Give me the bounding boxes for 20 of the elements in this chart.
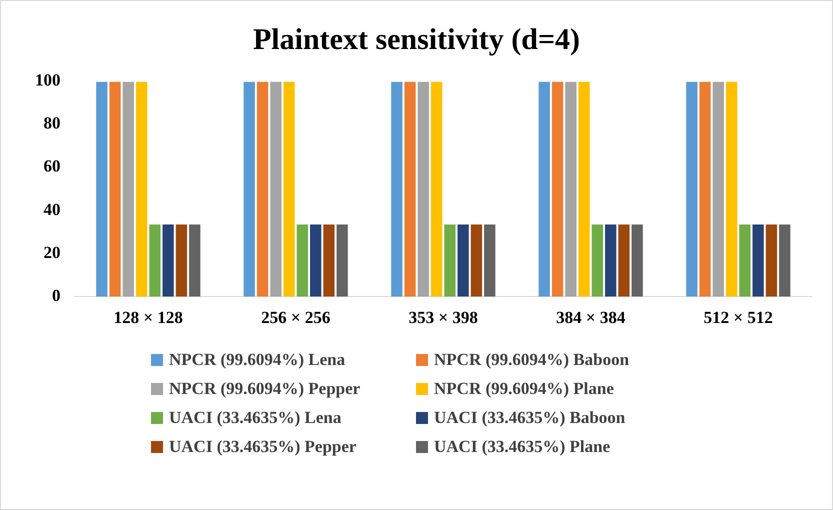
y-tick-label: 0 [52, 286, 60, 305]
legend-label: UACI (33.4635%) Lena [169, 408, 342, 428]
x-tick-label: 256 × 256 [261, 308, 330, 328]
x-tick-label: 512 × 512 [704, 308, 773, 328]
legend-label: NPCR (99.6094%) Lena [169, 350, 346, 370]
legend-label: UACI (33.4635%) Pepper [169, 437, 356, 457]
legend-label: NPCR (99.6094%) Plane [434, 379, 614, 399]
y-tick-label: 80 [44, 114, 60, 133]
x-tick-label: 384 × 384 [556, 308, 626, 328]
legend-label: UACI (33.4635%) Baboon [434, 408, 626, 428]
x-tick-label: 128 × 128 [114, 308, 183, 328]
x-tick-label: 353 × 398 [408, 308, 478, 328]
y-tick-label: 40 [44, 200, 60, 219]
y-tick-label: 20 [44, 242, 60, 262]
y-tick-label: 100 [35, 70, 60, 90]
legend-label: NPCR (99.6094%) Pepper [169, 379, 360, 399]
y-tick-label: 60 [44, 156, 60, 176]
legend-label: UACI (33.4635%) Plane [434, 437, 610, 457]
chart-title: Plaintext sensitivity (d=4) [252, 22, 580, 56]
legend-label: NPCR (99.6094%) Baboon [434, 350, 630, 370]
